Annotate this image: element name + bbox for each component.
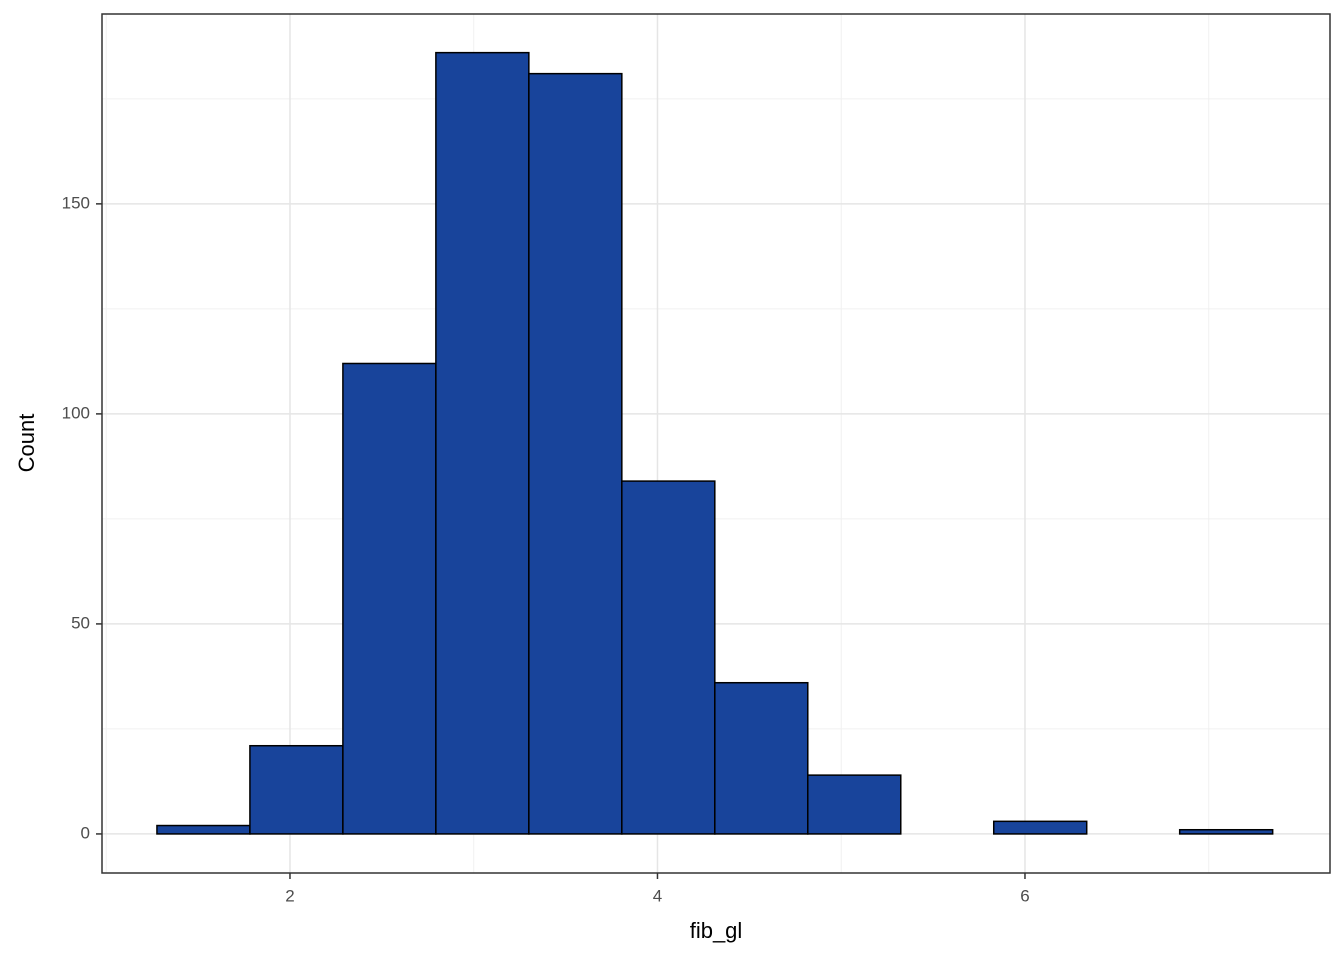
bar: [621, 480, 716, 835]
x-axis-title: fib_gl: [690, 918, 743, 943]
bar: [992, 820, 1088, 835]
bar: [714, 681, 809, 835]
y-tick-label: 0: [81, 823, 90, 842]
bar: [156, 824, 251, 835]
x-tick-label: 2: [285, 886, 294, 905]
bar: [528, 72, 623, 835]
bar: [807, 774, 902, 835]
y-tick-label: 50: [71, 613, 90, 632]
bar: [435, 51, 530, 835]
panel-border: [101, 13, 1331, 874]
y-tick-label: 150: [62, 193, 90, 212]
bar: [342, 362, 437, 835]
x-tick-label: 4: [653, 886, 662, 905]
bar: [1178, 828, 1274, 835]
x-tick-label: 6: [1020, 886, 1029, 905]
y-tick-label: 100: [62, 403, 90, 422]
bar: [249, 744, 344, 835]
y-axis-title: Count: [14, 414, 39, 473]
